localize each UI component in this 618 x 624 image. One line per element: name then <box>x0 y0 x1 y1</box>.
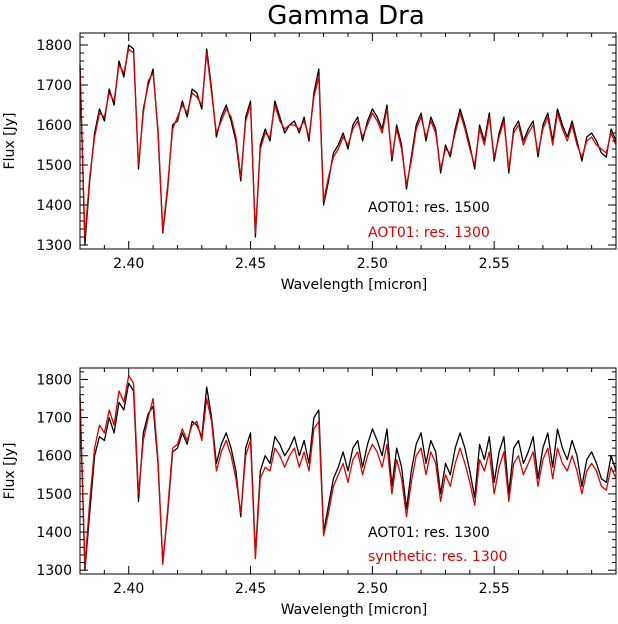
x-tick-label: 2.50 <box>357 256 388 272</box>
legend-entry-1: synthetic: res. 1300 <box>368 549 508 565</box>
y-tick-label: 1600 <box>36 449 72 465</box>
x-tick-label: 2.45 <box>235 581 266 597</box>
y-tick-label: 1400 <box>36 525 72 541</box>
series-line-1 <box>79 48 617 238</box>
series-line-1 <box>79 374 617 568</box>
y-tick-label: 1500 <box>36 158 72 174</box>
legend-entry-1: AOT01: res. 1300 <box>368 225 490 241</box>
x-axis-label: Wavelength [micron] <box>281 602 428 618</box>
y-tick-label: 1800 <box>36 372 72 388</box>
bottom-panel: 2.40 2.45 2.50 2.55 1300 1400 1500 1600 1700 1800… <box>2 367 617 618</box>
y-axis-label: Flux [Jy] <box>2 113 18 170</box>
x-tick-label: 2.55 <box>479 256 510 272</box>
series-line-0 <box>79 382 617 571</box>
legend-entry-0: AOT01: res. 1500 <box>368 200 490 216</box>
x-tick-label: 2.45 <box>235 256 266 272</box>
y-tick-label: 1800 <box>36 38 72 54</box>
y-tick-label: 1400 <box>36 198 72 214</box>
x-axis-label: Wavelength [micron] <box>281 277 428 293</box>
y-tick-label: 1700 <box>36 411 72 427</box>
y-axis-label: Flux [Jy] <box>2 443 18 500</box>
x-tick-label: 2.40 <box>113 256 144 272</box>
x-tick-label: 2.40 <box>113 581 144 597</box>
y-tick-label: 1500 <box>36 487 72 503</box>
x-tick-label: 2.50 <box>357 581 388 597</box>
top-panel: 2.40 2.45 2.50 2.55 1300 1400 1500 1600 1700 1800… <box>2 32 617 293</box>
y-tick-label: 1600 <box>36 118 72 134</box>
y-tick-label: 1300 <box>36 238 72 254</box>
y-tick-label: 1700 <box>36 78 72 94</box>
legend-entry-0: AOT01: res. 1300 <box>368 525 490 541</box>
y-tick-label: 1300 <box>36 563 72 579</box>
x-tick-label: 2.55 <box>479 581 510 597</box>
figure-title: Gamma Dra <box>267 1 425 31</box>
